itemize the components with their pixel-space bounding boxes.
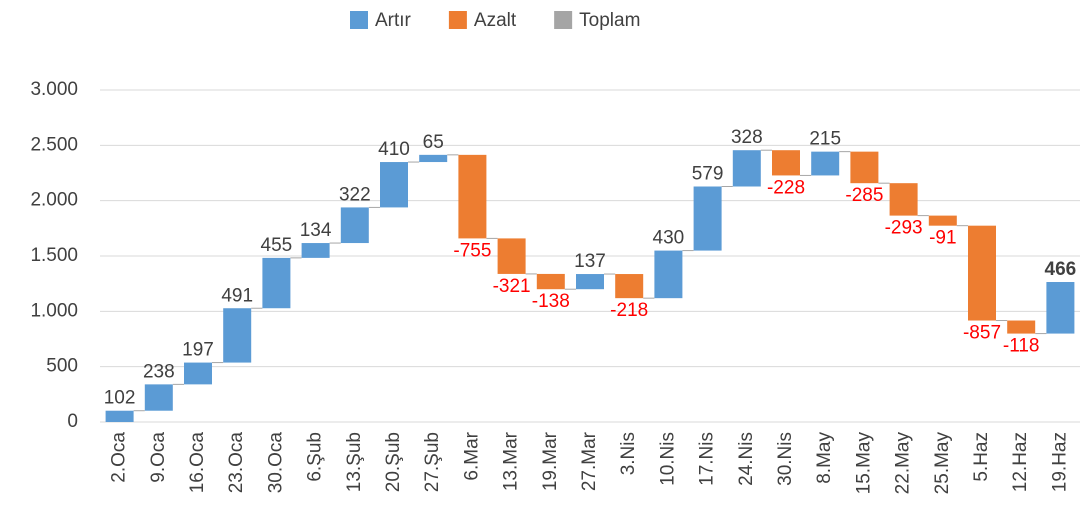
x-tick-label: 16.Oca [187, 432, 208, 494]
bar [889, 183, 918, 216]
x-tick-label: 27.Mar [579, 431, 600, 491]
data-label: -228 [767, 177, 805, 198]
bar [1007, 320, 1036, 334]
bar [693, 186, 722, 251]
x-tick-label: 19.Mar [540, 431, 561, 491]
data-label: 466 [1045, 259, 1077, 280]
x-tick-label: 3.Nis [618, 432, 639, 475]
bar [419, 154, 448, 163]
x-tick-label: 6.Mar [461, 431, 482, 480]
x-tick-label: 12.Haz [1010, 432, 1031, 492]
data-label: 579 [692, 164, 724, 185]
y-tick-label: 0 [67, 411, 78, 432]
data-label: 410 [378, 139, 410, 160]
bar [615, 274, 644, 299]
data-label: 430 [653, 228, 685, 249]
bar [811, 151, 840, 176]
data-label: -285 [845, 185, 883, 206]
x-tick-label: 6.Şub [305, 432, 326, 482]
y-tick-label: 1.500 [30, 245, 78, 266]
data-label: -118 [1003, 336, 1040, 357]
data-label: 455 [261, 235, 293, 256]
data-label: 322 [339, 184, 371, 205]
data-label: 491 [221, 285, 253, 306]
x-tick-label: 19.Haz [1049, 432, 1070, 492]
bar [654, 250, 683, 299]
bar [301, 243, 330, 258]
x-tick-label: 13.Mar [501, 431, 522, 491]
bar [1046, 282, 1075, 334]
data-label: -293 [885, 218, 923, 239]
legend-swatch [554, 11, 573, 29]
x-tick-label: 24.Nis [736, 432, 757, 486]
data-label: 134 [300, 220, 332, 241]
x-tick-label: 23.Oca [226, 432, 247, 494]
bar [105, 410, 134, 422]
data-label: 238 [143, 361, 175, 382]
bar [184, 362, 212, 385]
bar [497, 238, 526, 274]
x-tick-label: 5.Haz [971, 432, 992, 482]
legend-label: Azalt [474, 10, 517, 31]
bar [262, 257, 291, 309]
x-tick-label: 30.Oca [265, 432, 286, 494]
bar [458, 154, 487, 239]
bar [732, 150, 761, 187]
y-tick-label: 3.000 [30, 79, 78, 100]
x-tick-label: 20.Şub [383, 432, 404, 492]
bar [380, 162, 408, 208]
bar [223, 308, 252, 363]
bar [928, 215, 957, 226]
y-tick-label: 2.500 [30, 134, 78, 155]
bar [340, 207, 369, 244]
x-tick-label: 8.May [814, 432, 835, 484]
x-tick-label: 15.May [853, 432, 874, 495]
legend-swatch [350, 11, 368, 29]
x-tick-label: 30.Nis [775, 432, 796, 486]
bar [968, 225, 996, 321]
bar [850, 151, 879, 184]
data-label: -138 [532, 291, 570, 312]
data-label: 328 [731, 127, 763, 148]
data-label: 197 [182, 340, 214, 361]
data-label: -321 [493, 276, 531, 297]
x-tick-label: 13.Şub [344, 432, 365, 492]
x-tick-label: 17.Nis [697, 432, 718, 486]
data-label: 65 [423, 132, 444, 153]
legend-swatch [448, 11, 467, 29]
y-tick-label: 2.000 [30, 190, 78, 211]
bar [576, 274, 604, 290]
x-tick-label: 25.May [932, 432, 953, 495]
x-tick-label: 22.May [893, 432, 914, 495]
x-tick-label: 10.Nis [657, 432, 678, 486]
legend-label: Artır [375, 10, 412, 31]
data-label: 102 [104, 388, 136, 409]
data-label: -218 [610, 300, 648, 321]
data-label: 137 [574, 251, 606, 272]
data-label: -91 [929, 228, 956, 249]
x-tick-label: 9.Oca [148, 432, 169, 483]
legend-label: Toplam [579, 10, 640, 31]
bar [144, 384, 173, 411]
bar [772, 150, 800, 176]
x-tick-label: 2.Oca [109, 432, 130, 483]
data-label: 215 [809, 129, 841, 150]
y-tick-label: 500 [46, 356, 78, 377]
x-tick-label: 27.Şub [422, 432, 443, 492]
data-label: -755 [453, 240, 491, 261]
y-tick-label: 1.000 [30, 300, 78, 321]
data-label: -857 [963, 323, 1001, 344]
bar [536, 273, 565, 290]
